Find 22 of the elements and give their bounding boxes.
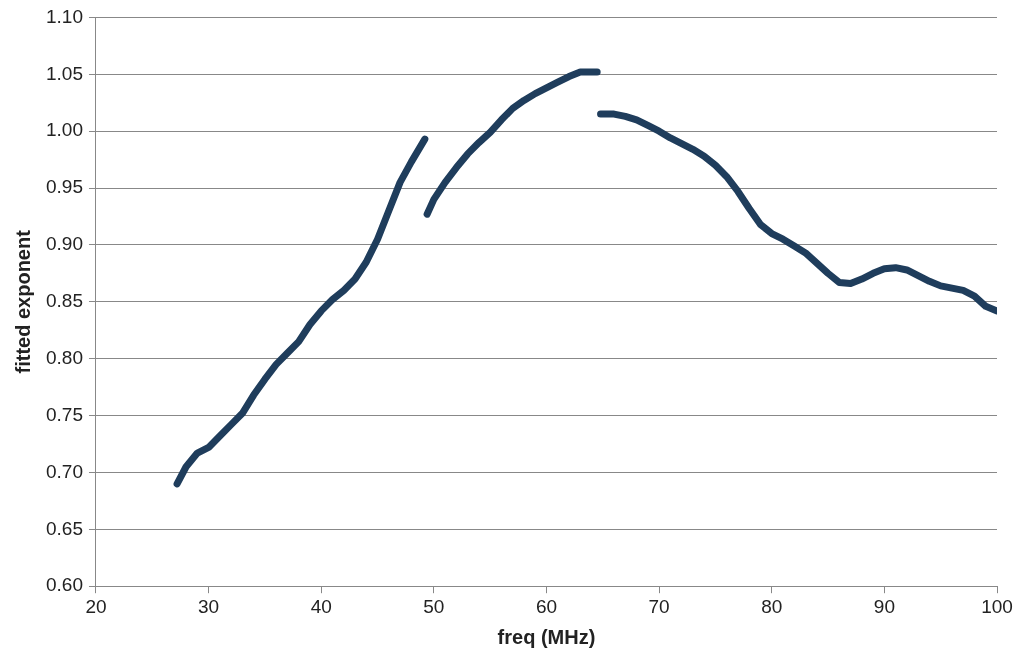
x-tick-label: 100 [981, 595, 1013, 617]
y-tick-label: 1.05 [46, 62, 83, 84]
y-tick-label: 0.90 [46, 233, 83, 255]
x-tick-label: 20 [85, 595, 107, 617]
x-axis-title: freq (MHz) [497, 625, 596, 648]
y-tick-label: 0.65 [46, 517, 83, 539]
x-tick-label: 70 [648, 595, 670, 617]
y-axis-title: fitted exponent [11, 229, 34, 374]
y-tick-label: 0.80 [46, 346, 83, 368]
y-tick-label: 1.10 [46, 5, 83, 27]
x-tick-label: 50 [423, 595, 445, 617]
x-tick-label: 30 [198, 595, 220, 617]
y-tick-label: 0.75 [46, 403, 83, 425]
x-tick-label: 80 [761, 595, 783, 617]
x-tick-label: 90 [873, 595, 895, 617]
x-tick-label: 60 [535, 595, 558, 617]
x-tick-label: 40 [310, 595, 332, 617]
y-tick-label: 1.00 [46, 119, 83, 141]
y-tick-label: 0.95 [46, 176, 83, 198]
y-tick-label: 0.70 [46, 460, 83, 482]
y-tick-label: 0.60 [46, 574, 83, 596]
y-tick-label: 0.85 [46, 290, 83, 312]
